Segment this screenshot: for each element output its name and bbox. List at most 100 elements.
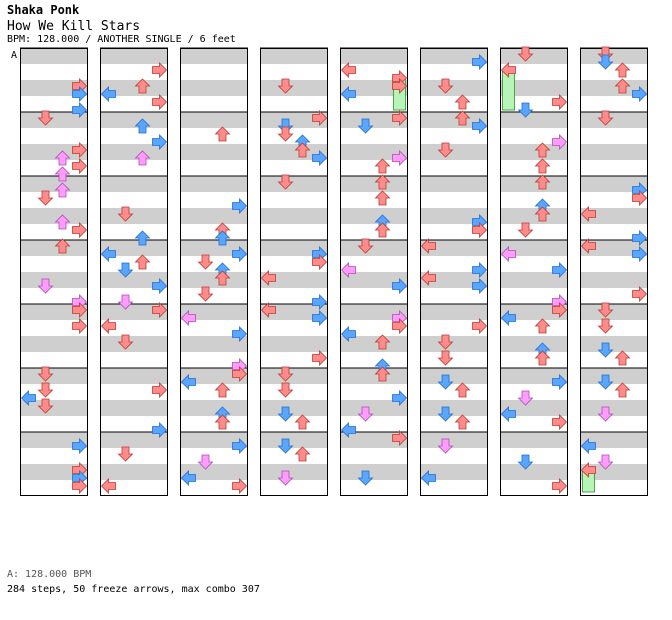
step-arrow [100, 478, 116, 494]
step-arrow [72, 302, 88, 318]
step-arrow [260, 302, 276, 318]
song-title: How We Kill Stars [7, 19, 141, 34]
step-arrow [374, 222, 391, 238]
step-arrow [72, 158, 88, 174]
step-arrow [37, 278, 54, 294]
step-arrow [260, 270, 276, 286]
step-arrow [597, 54, 614, 70]
step-arrow [180, 374, 196, 390]
step-arrow [54, 166, 71, 182]
step-arrow [552, 134, 568, 150]
step-arrow [312, 254, 328, 270]
step-arrow [294, 446, 311, 462]
step-arrow [100, 246, 116, 262]
step-arrow [37, 382, 54, 398]
step-arrow [312, 350, 328, 366]
step-arrow [54, 150, 71, 166]
step-arrow [340, 86, 356, 102]
step-arrow [597, 454, 614, 470]
step-arrow [597, 374, 614, 390]
step-arrow [472, 118, 488, 134]
step-arrow [72, 86, 88, 102]
step-arrow [632, 230, 648, 246]
step-arrow [597, 406, 614, 422]
step-arrow [552, 94, 568, 110]
step-arrow [597, 342, 614, 358]
step-arrow [420, 270, 436, 286]
step-arrow [472, 222, 488, 238]
step-arrow [152, 94, 168, 110]
step-arrow [597, 302, 614, 318]
step-arrow [517, 390, 534, 406]
chart-column [100, 47, 168, 496]
step-arrow [392, 150, 408, 166]
step-arrow [117, 294, 134, 310]
step-arrow [54, 182, 71, 198]
step-arrow [437, 350, 454, 366]
step-arrow [437, 438, 454, 454]
step-arrow [437, 406, 454, 422]
step-arrow [180, 470, 196, 486]
step-arrow [20, 390, 36, 406]
step-arrow [277, 438, 294, 454]
step-arrow [437, 142, 454, 158]
step-arrow [72, 142, 88, 158]
step-arrow [552, 414, 568, 430]
step-arrow [277, 366, 294, 382]
step-arrow [232, 246, 248, 262]
step-arrow [100, 318, 116, 334]
step-arrow [232, 198, 248, 214]
chart-column [180, 47, 248, 496]
step-arrow [152, 62, 168, 78]
chart-column [580, 47, 648, 496]
step-arrow [580, 462, 596, 478]
step-arrow [117, 262, 134, 278]
step-arrow [312, 110, 328, 126]
step-arrow [632, 86, 648, 102]
step-arrow [437, 334, 454, 350]
step-arrow [517, 454, 534, 470]
step-arrow [152, 382, 168, 398]
step-arrow [552, 374, 568, 390]
step-arrow [552, 302, 568, 318]
step-arrow [277, 174, 294, 190]
step-arrow [37, 366, 54, 382]
step-arrow [534, 350, 551, 366]
step-arrow [277, 78, 294, 94]
step-arrow [72, 222, 88, 238]
step-arrow [340, 422, 356, 438]
step-arrow [437, 78, 454, 94]
step-arrow [100, 86, 116, 102]
step-arrow [392, 278, 408, 294]
step-arrow [580, 206, 596, 222]
step-arrow [454, 382, 471, 398]
step-arrow [214, 270, 231, 286]
step-arrow [392, 430, 408, 446]
step-arrow [54, 238, 71, 254]
step-arrow [134, 230, 151, 246]
step-arrow [134, 150, 151, 166]
step-arrow [374, 190, 391, 206]
step-arrow [534, 318, 551, 334]
step-arrow [614, 62, 631, 78]
step-arrow [277, 406, 294, 422]
step-arrow [374, 334, 391, 350]
step-arrow [134, 78, 151, 94]
step-arrow [152, 278, 168, 294]
step-arrow [72, 318, 88, 334]
step-arrow [374, 158, 391, 174]
step-arrow [232, 438, 248, 454]
section-marker: A [11, 50, 17, 61]
step-arrow [392, 390, 408, 406]
step-arrow [472, 262, 488, 278]
step-arrow [277, 382, 294, 398]
step-arrow [374, 366, 391, 382]
step-arrow [392, 318, 408, 334]
step-arrow [534, 158, 551, 174]
step-arrow [517, 102, 534, 118]
step-arrow [357, 238, 374, 254]
step-arrow [152, 422, 168, 438]
step-arrow [357, 406, 374, 422]
step-arrow [312, 294, 328, 310]
